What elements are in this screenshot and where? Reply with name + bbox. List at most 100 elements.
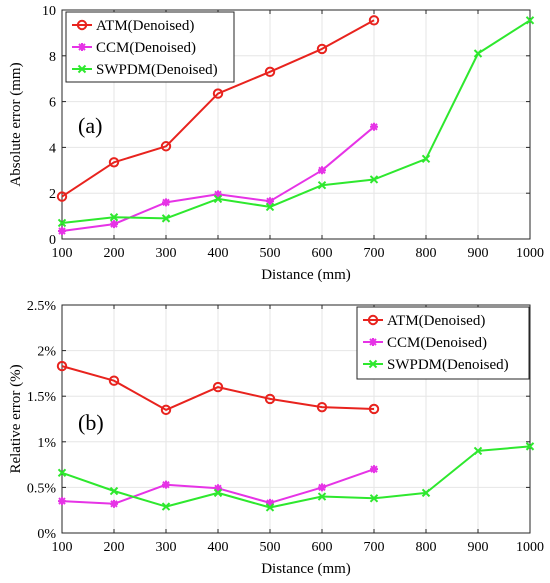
plot-frame xyxy=(61,304,531,534)
data-point xyxy=(318,166,326,175)
legend-marker xyxy=(369,338,377,346)
x-tick-label: 800 xyxy=(416,540,437,555)
x-tick-label: 200 xyxy=(104,246,125,261)
data-point xyxy=(316,43,328,55)
chart-panel-a: 100 200 300 400 500 600 700 800 900 1000 0 2 4 6 8 10 Di… xyxy=(8,4,544,283)
data-point xyxy=(212,381,224,393)
y-tick-label: 0 xyxy=(49,233,56,248)
data-point xyxy=(109,486,119,496)
data-point xyxy=(110,499,118,508)
y-tick-label: 2.5% xyxy=(27,299,57,314)
data-point xyxy=(57,468,67,478)
data-point xyxy=(368,403,380,415)
data-point xyxy=(162,480,170,489)
data-point xyxy=(58,226,66,235)
series-ccm xyxy=(58,465,378,508)
data-point xyxy=(57,218,67,228)
series-atm xyxy=(56,15,380,202)
legend-marker xyxy=(76,19,88,31)
data-point xyxy=(162,198,170,207)
data-point xyxy=(370,465,378,474)
x-tick-label: 500 xyxy=(260,246,281,261)
legend-label: ATM(Denoised) xyxy=(96,18,194,34)
data-point xyxy=(265,503,275,512)
legend-box xyxy=(65,11,235,83)
x-axis-label: Distance (mm) xyxy=(261,267,351,283)
series-line xyxy=(61,445,531,509)
data-point xyxy=(160,404,172,416)
y-tick-label: 2% xyxy=(37,345,56,360)
y-tick-label: 10 xyxy=(42,4,56,19)
data-point xyxy=(56,360,68,372)
data-point xyxy=(473,446,483,456)
data-point xyxy=(266,498,274,507)
data-point xyxy=(369,175,379,184)
panel-label: (b) xyxy=(78,410,104,435)
legend-marker xyxy=(77,64,87,74)
data-point xyxy=(108,375,120,386)
x-tick-label: 1000 xyxy=(516,540,544,555)
data-point xyxy=(421,488,431,498)
data-point xyxy=(473,49,483,58)
series-swpdm xyxy=(57,16,535,228)
data-point xyxy=(214,190,222,199)
data-point xyxy=(317,492,327,501)
series-line xyxy=(61,365,375,411)
data-point xyxy=(213,194,223,204)
chart-panel-b: 100 200 300 400 500 600 700 800 900 1000 0% 0.5% 1% 1… xyxy=(8,299,544,577)
data-point xyxy=(264,393,276,405)
x-tick-label: 1000 xyxy=(516,246,544,261)
y-tick-label: 1.5% xyxy=(27,390,57,405)
data-point xyxy=(161,214,171,223)
legend-marker xyxy=(367,314,379,326)
legend: ATM(Denoised) CCM(Denoised) SWPDM(Denoised… xyxy=(356,306,530,380)
y-tick-label: 8 xyxy=(49,50,56,65)
x-tick-label: 300 xyxy=(156,540,177,555)
data-point xyxy=(265,202,275,212)
x-tick-label: 900 xyxy=(468,246,489,261)
data-point xyxy=(317,180,327,190)
data-point xyxy=(370,122,378,131)
legend-label: CCM(Denoised) xyxy=(387,335,487,351)
series-ccm xyxy=(58,122,378,235)
data-point xyxy=(56,191,68,202)
legend-label: CCM(Denoised) xyxy=(96,40,196,56)
x-tick-label: 800 xyxy=(416,246,437,261)
data-point xyxy=(525,442,535,451)
y-tick-label: 6 xyxy=(49,96,56,111)
data-point xyxy=(266,197,274,206)
x-tick-label: 700 xyxy=(364,246,385,261)
x-tick-label: 500 xyxy=(260,540,281,555)
data-point xyxy=(368,15,380,26)
x-tick-label: 600 xyxy=(312,246,333,261)
data-point xyxy=(525,16,535,25)
data-point xyxy=(110,220,118,229)
y-tick-label: 2 xyxy=(49,187,56,202)
x-tick-label: 900 xyxy=(468,540,489,555)
data-point xyxy=(58,497,66,506)
data-point xyxy=(264,66,276,78)
y-tick-label: 1% xyxy=(37,436,56,451)
data-point xyxy=(213,488,223,498)
legend-label: SWPDM(Denoised) xyxy=(387,357,509,373)
legend: ATM(Denoised) CCM(Denoised) SWPDM(Denoised… xyxy=(65,11,235,83)
x-tick-label: 400 xyxy=(208,540,229,555)
x-tick-label: 100 xyxy=(52,246,73,261)
data-point xyxy=(214,484,222,493)
data-point xyxy=(369,494,379,503)
panel-label: (a) xyxy=(78,113,102,138)
y-tick-label: 4 xyxy=(49,141,56,156)
x-tick-label: 200 xyxy=(104,540,125,555)
data-point xyxy=(109,213,119,222)
legend-marker xyxy=(78,43,86,51)
data-point xyxy=(108,157,120,168)
y-axis-label: Relative error (%) xyxy=(8,364,24,473)
data-point xyxy=(421,154,431,164)
y-axis-label: Absolute error (mm) xyxy=(8,62,24,186)
data-point xyxy=(316,401,328,413)
series-line xyxy=(61,19,375,198)
data-point xyxy=(160,141,172,152)
x-tick-label: 700 xyxy=(364,540,385,555)
y-tick-label: 0.5% xyxy=(27,481,57,496)
